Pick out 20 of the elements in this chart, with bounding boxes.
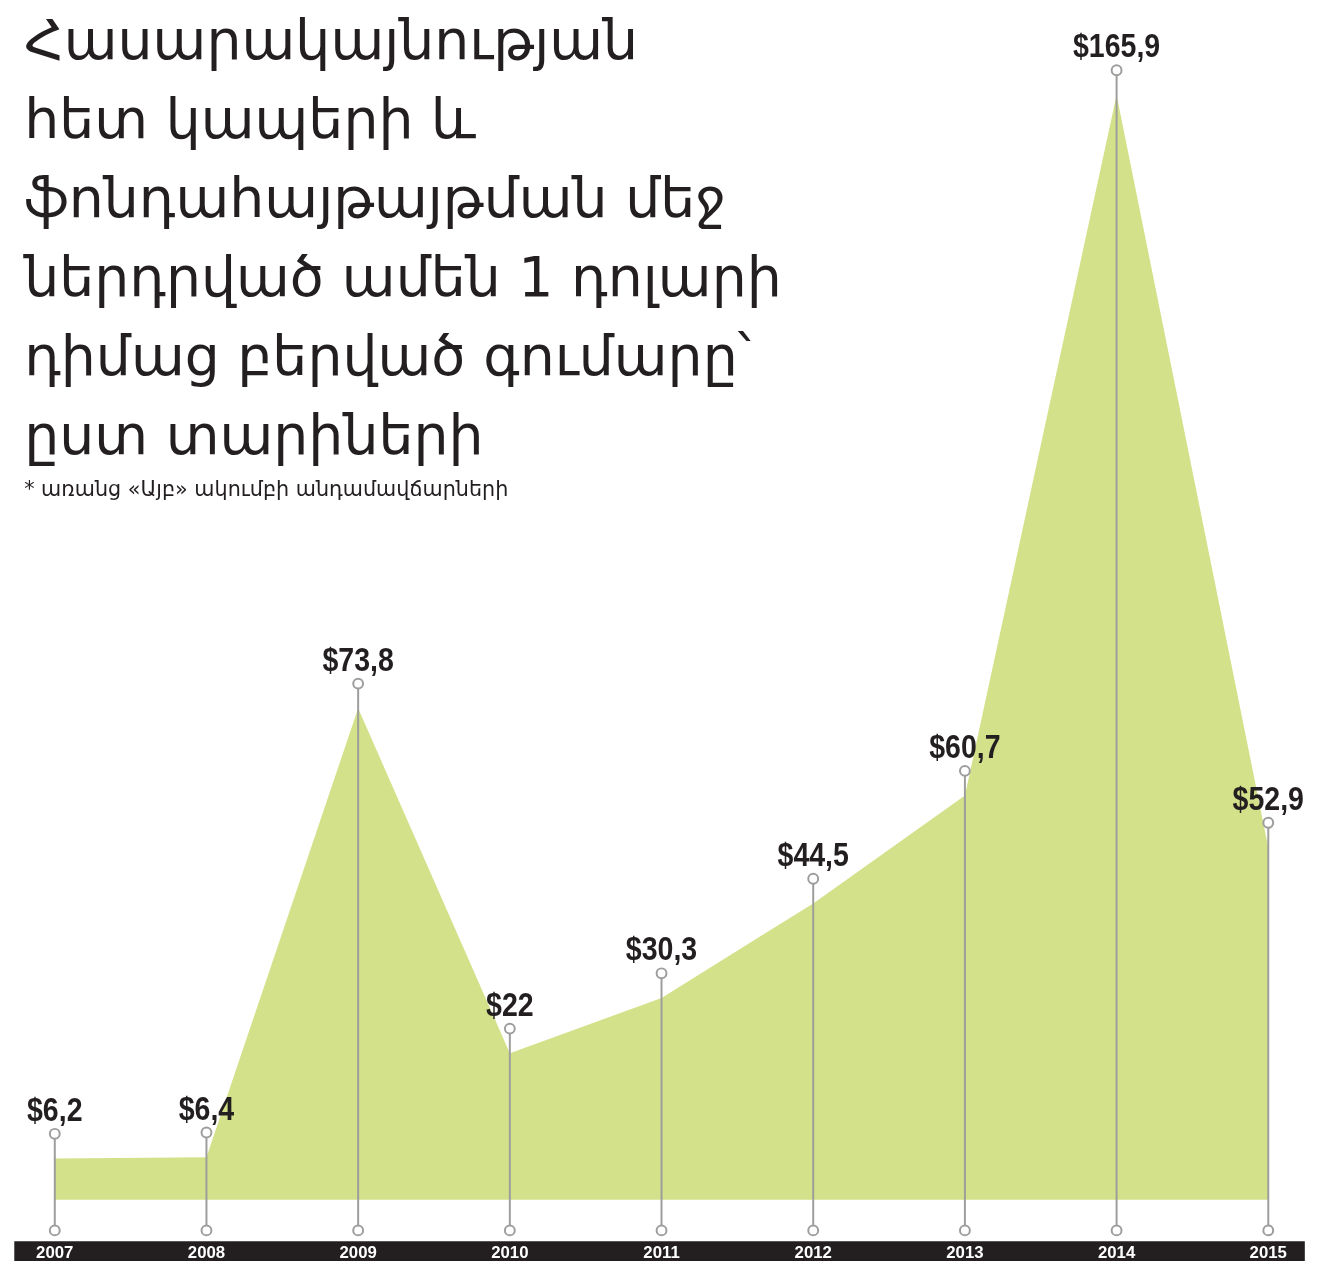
text: Հասարակայնության հետ կապերի և ֆոնդահայթայթման մեջ ներդրված ամեն 1 դոլարի դիմաց բերված գումարը՝ ըստ տարիների [22,8,782,468]
data-label: $22 [486,985,534,1024]
data-label: $52,9 [1232,779,1304,818]
data-label: $60,7 [929,727,1001,766]
x-tick-label: 2013 [946,1243,984,1263]
data-label: $73,8 [322,640,394,679]
x-tick-label: 2009 [339,1243,377,1263]
x-tick-label: 2007 [36,1243,74,1263]
data-label: $44,5 [777,835,849,874]
text: * առանց «Այբ» ակումբի անդամավճարների [24,476,509,501]
x-tick-label: 2011 [643,1243,680,1263]
x-tick-label: 2008 [187,1243,226,1263]
x-tick-label: 2010 [491,1243,529,1263]
x-tick-label: 2012 [794,1243,832,1263]
x-tick-label: 2015 [1249,1243,1287,1263]
data-label: $30,3 [625,930,698,969]
data-label: $6,2 [27,1090,83,1129]
data-label: $6,4 [178,1089,235,1128]
x-tick-label: 2014 [1097,1243,1136,1263]
data-label: $165,9 [1072,27,1161,65]
